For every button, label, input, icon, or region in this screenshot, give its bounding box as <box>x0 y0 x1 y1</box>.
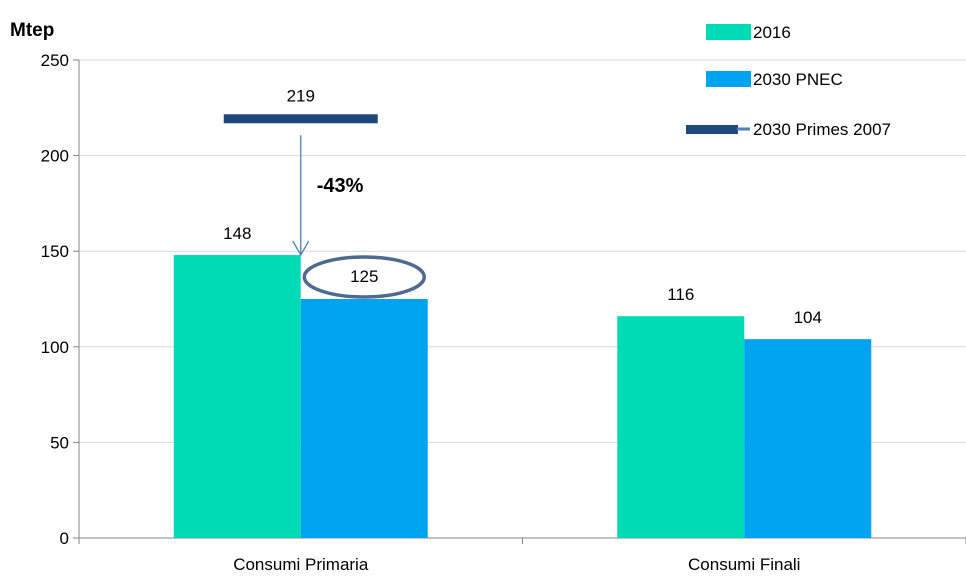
data-label: 116 <box>667 285 694 304</box>
legend-label: 2030 PNEC <box>753 70 843 89</box>
y-tick-label: 200 <box>41 147 69 166</box>
category-label: Consumi Finali <box>688 555 800 574</box>
y-tick-label: 0 <box>60 529 69 548</box>
data-label: 148 <box>223 224 251 243</box>
bar-series-1 <box>173 255 301 539</box>
bar-series-1 <box>617 316 745 538</box>
legend: 2016 2030 PNEC 2030 Primes 2007 <box>686 23 891 139</box>
annotation: -43% <box>223 114 426 299</box>
legend-label: 2016 <box>753 23 791 42</box>
legend-swatch <box>686 125 738 134</box>
change-annotation: -43% <box>317 175 364 197</box>
labels: 0 50 100 150 200 250 148 125 Consumi Primaria 116… <box>41 51 822 574</box>
y-tick-label: 250 <box>41 51 69 70</box>
legend-swatch <box>706 24 751 40</box>
category-label: Consumi Primaria <box>233 555 369 574</box>
value-highlight-circle <box>302 255 426 299</box>
bars <box>173 255 872 539</box>
arrow-head <box>292 240 310 257</box>
y-tick-label: 100 <box>41 338 69 357</box>
bar-series-2 <box>744 339 872 538</box>
data-label: 104 <box>794 308 822 327</box>
bar-series-2 <box>300 299 428 538</box>
legend-swatch <box>706 71 751 87</box>
reference-value-label: 219 <box>287 86 315 105</box>
legend-label: 2030 Primes 2007 <box>753 120 891 139</box>
y-unit-label: Mtep <box>10 20 54 41</box>
y-tick-label: 150 <box>41 242 69 261</box>
data-label: 125 <box>350 267 378 286</box>
reference-line <box>223 114 378 124</box>
y-tick-label: 50 <box>50 433 69 452</box>
